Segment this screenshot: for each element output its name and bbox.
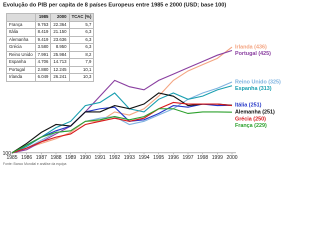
legend-label: França (229) bbox=[235, 123, 267, 129]
table-cell: 8.950 bbox=[50, 43, 70, 52]
x-tick-label: 1993 bbox=[124, 155, 135, 161]
table-header: 1985 bbox=[34, 13, 52, 22]
table-cell: 14.713 bbox=[50, 58, 70, 67]
series-line bbox=[11, 49, 233, 154]
legend-label: Itália (251) bbox=[235, 103, 262, 109]
table-cell: França bbox=[6, 20, 36, 29]
table-cell: Portugal bbox=[6, 65, 36, 74]
legend-label: Grécia (250) bbox=[235, 116, 266, 122]
series-line bbox=[11, 81, 233, 154]
table-cell: Grécia bbox=[6, 43, 36, 52]
table-row: Portugal 2.880 12.245 10,1 bbox=[6, 65, 95, 74]
table-cell: Espanha bbox=[6, 58, 36, 67]
table-cell: 7,9 bbox=[68, 58, 95, 67]
x-tick-label: 1988 bbox=[50, 155, 61, 161]
table-row: Alemanha 9.419 23.636 6,3 bbox=[6, 35, 95, 44]
x-tick-label: 1997 bbox=[182, 155, 193, 161]
series-line bbox=[11, 101, 233, 154]
table-row: Itália 8.419 21.150 6,3 bbox=[6, 28, 95, 37]
table-cell: Itália bbox=[6, 28, 36, 37]
legend-label: Irlanda (436) bbox=[235, 44, 267, 50]
table-row: Espanha 4.706 14.713 7,9 bbox=[6, 58, 95, 67]
table-cell: Alemanha bbox=[6, 35, 36, 44]
x-tick-label: 2000 bbox=[226, 155, 237, 161]
legend-label: Alemanha (251) bbox=[235, 110, 275, 116]
legend-label: Portugal (425) bbox=[235, 51, 271, 57]
x-tick-label: 1998 bbox=[197, 155, 208, 161]
table-cell: Irlanda bbox=[6, 73, 36, 82]
x-tick-label: 1989 bbox=[65, 155, 76, 161]
table-cell: 4.706 bbox=[34, 58, 52, 67]
table-cell: 9.763 bbox=[34, 20, 52, 29]
table-cell: 8,2 bbox=[68, 50, 95, 59]
x-tick-label: 1992 bbox=[109, 155, 120, 161]
table-cell: Reino Unido bbox=[6, 50, 36, 59]
table-cell: 6,3 bbox=[68, 43, 95, 52]
table-row: 1985 2000 TCAC (%) bbox=[6, 13, 95, 22]
table-cell: 6,3 bbox=[68, 35, 95, 44]
footnote: Fonte: Banco Mundial e análise da equipa bbox=[3, 162, 66, 166]
table-cell: 7.991 bbox=[34, 50, 52, 59]
table-row: Irlanda 6.049 26.241 10,3 bbox=[6, 73, 95, 82]
table-header: TCAC (%) bbox=[68, 13, 95, 22]
table-row: Reino Unido 7.991 25.984 8,2 bbox=[6, 50, 95, 59]
table-cell: 26.241 bbox=[50, 73, 70, 82]
series-line bbox=[11, 85, 233, 154]
table-cell: 3.580 bbox=[34, 43, 52, 52]
x-tick-label: 1995 bbox=[153, 155, 164, 161]
table-header bbox=[6, 13, 36, 22]
chart-title: Evolução do PIB per capita de 8 países E… bbox=[3, 2, 226, 8]
x-tick-label: 1985 bbox=[6, 155, 17, 161]
table-cell: 6,3 bbox=[68, 28, 95, 37]
table-cell: 6.049 bbox=[34, 73, 52, 82]
y-tick-label: 100 bbox=[3, 151, 12, 157]
chart: Evolução do PIB per capita de 8 países E… bbox=[3, 2, 281, 166]
legend-label: Reino Unido (325) bbox=[235, 79, 281, 85]
series-line bbox=[11, 103, 233, 154]
table-cell: 25.984 bbox=[50, 50, 70, 59]
table-cell: 9.419 bbox=[34, 35, 52, 44]
table-cell: 2.880 bbox=[34, 65, 52, 74]
series-line bbox=[11, 92, 233, 154]
page: {"chart_data": {"type": "line", "title":… bbox=[2, 2, 282, 166]
table-cell: 10,1 bbox=[68, 65, 95, 74]
table-cell: 5,7 bbox=[68, 20, 95, 29]
x-tick-label: 1986 bbox=[21, 155, 32, 161]
x-tick-label: 1996 bbox=[168, 155, 179, 161]
series-line bbox=[11, 46, 233, 154]
legend-label: Espanha (313) bbox=[235, 86, 272, 92]
table-row: Grécia 3.580 8.950 6,3 bbox=[6, 43, 95, 52]
table-row: França 9.763 22.364 5,7 bbox=[6, 20, 95, 29]
table-cell: 21.150 bbox=[50, 28, 70, 37]
table-cell: 23.636 bbox=[50, 35, 70, 44]
table-cell: 10,3 bbox=[68, 73, 95, 82]
x-tick-label: 1987 bbox=[36, 155, 47, 161]
x-tick-label: 1991 bbox=[94, 155, 105, 161]
table-cell: 12.245 bbox=[50, 65, 70, 74]
data-table: 1985 2000 TCAC (%) França 9.763 22.364 5,7 Itál… bbox=[6, 13, 95, 82]
table-header: 2000 bbox=[50, 13, 70, 22]
series-line bbox=[11, 108, 233, 154]
x-tick-label: 1994 bbox=[138, 155, 149, 161]
table-cell: 22.364 bbox=[50, 20, 70, 29]
x-tick-label: 1990 bbox=[80, 155, 91, 161]
x-tick-label: 1999 bbox=[212, 155, 223, 161]
table-cell: 8.419 bbox=[34, 28, 52, 37]
